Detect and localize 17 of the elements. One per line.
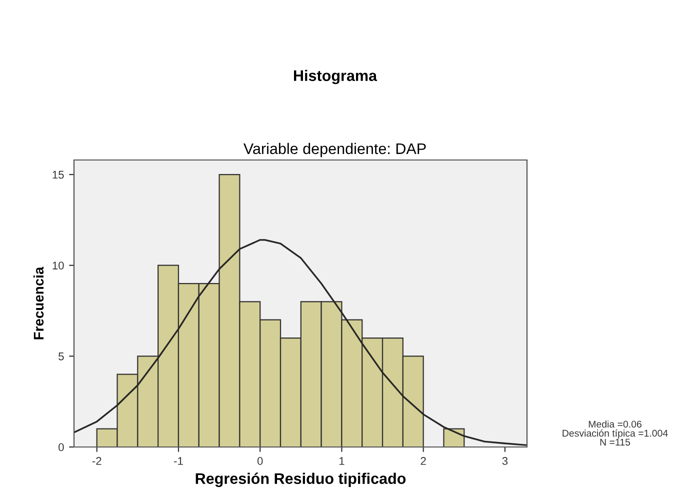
y-axis-title: Frecuencia bbox=[33, 266, 44, 340]
y-tick-label: 5 bbox=[58, 352, 64, 360]
x-tick-label: 0 bbox=[257, 457, 263, 465]
x-tick-label: -2 bbox=[92, 457, 102, 465]
x-tick-label: -1 bbox=[174, 457, 183, 465]
x-tick-label: 2 bbox=[420, 457, 426, 465]
x-tick-label: 3 bbox=[502, 457, 508, 465]
text: N =115 bbox=[600, 438, 630, 446]
y-tick-label: 10 bbox=[52, 262, 64, 270]
text: Media =0.06 bbox=[588, 420, 642, 428]
x-tick-label: 1 bbox=[339, 457, 344, 465]
y-tick-label: 15 bbox=[52, 170, 64, 179]
chart-title: Histograma bbox=[294, 70, 378, 84]
chart-subtitle: Variable dependiente: DAP bbox=[243, 142, 426, 158]
x-axis-title: Regresión Residuo tipificado bbox=[196, 472, 406, 488]
y-tick-label: 0 bbox=[58, 443, 64, 452]
text: Desviación típica =1.004 bbox=[562, 429, 668, 439]
